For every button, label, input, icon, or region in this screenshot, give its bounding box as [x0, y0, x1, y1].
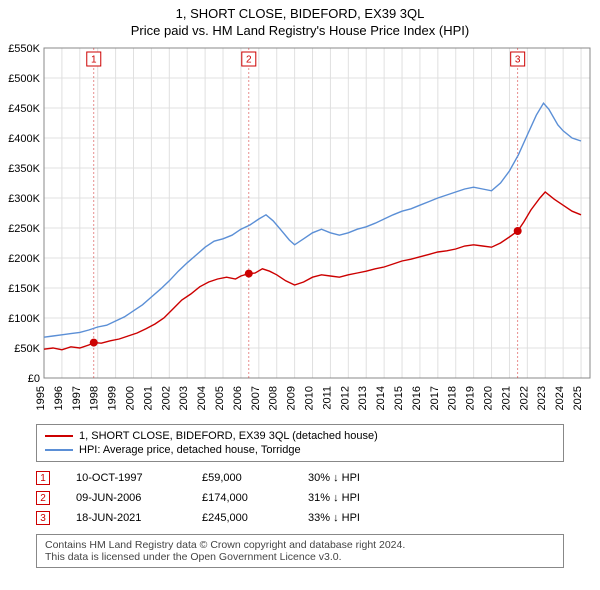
footnote-line2: This data is licensed under the Open Gov…: [45, 551, 555, 563]
svg-text:£150K: £150K: [8, 283, 40, 295]
svg-text:2020: 2020: [483, 386, 495, 410]
transaction-date: 18-JUN-2021: [76, 512, 176, 524]
chart-container: 1, SHORT CLOSE, BIDEFORD, EX39 3QL Price…: [0, 0, 600, 568]
svg-text:2007: 2007: [250, 386, 262, 410]
legend-swatch-hpi: [45, 449, 73, 451]
svg-text:£300K: £300K: [8, 193, 40, 205]
svg-text:£250K: £250K: [8, 223, 40, 235]
transaction-price: £245,000: [202, 512, 282, 524]
title-subtitle: Price paid vs. HM Land Registry's House …: [0, 23, 600, 38]
transaction-delta: 30% ↓ HPI: [308, 472, 408, 484]
svg-text:£100K: £100K: [8, 313, 40, 325]
svg-text:2010: 2010: [304, 386, 316, 410]
svg-text:2012: 2012: [339, 386, 351, 410]
transaction-marker-icon: 2: [36, 491, 50, 505]
title-address: 1, SHORT CLOSE, BIDEFORD, EX39 3QL: [0, 6, 600, 21]
svg-text:2013: 2013: [357, 386, 369, 410]
svg-text:1996: 1996: [53, 386, 65, 410]
transactions-table: 1 10-OCT-1997 £59,000 30% ↓ HPI 2 09-JUN…: [36, 468, 564, 528]
transaction-price: £174,000: [202, 492, 282, 504]
svg-text:2: 2: [246, 55, 252, 66]
svg-text:2000: 2000: [125, 386, 137, 410]
transaction-row: 3 18-JUN-2021 £245,000 33% ↓ HPI: [36, 508, 564, 528]
svg-text:£50K: £50K: [14, 343, 40, 355]
svg-text:2014: 2014: [375, 386, 387, 410]
transaction-delta: 31% ↓ HPI: [308, 492, 408, 504]
title-block: 1, SHORT CLOSE, BIDEFORD, EX39 3QL Price…: [0, 0, 600, 40]
legend-row-hpi: HPI: Average price, detached house, Torr…: [45, 443, 555, 457]
transaction-row: 2 09-JUN-2006 £174,000 31% ↓ HPI: [36, 488, 564, 508]
transaction-row: 1 10-OCT-1997 £59,000 30% ↓ HPI: [36, 468, 564, 488]
svg-text:2023: 2023: [536, 386, 548, 410]
svg-text:2016: 2016: [411, 386, 423, 410]
svg-text:2004: 2004: [196, 386, 208, 410]
svg-text:3: 3: [515, 55, 521, 66]
footnote-line1: Contains HM Land Registry data © Crown c…: [45, 539, 555, 551]
svg-text:2005: 2005: [214, 386, 226, 410]
legend-label-property: 1, SHORT CLOSE, BIDEFORD, EX39 3QL (deta…: [79, 430, 378, 442]
legend-label-hpi: HPI: Average price, detached house, Torr…: [79, 444, 301, 456]
transaction-marker-icon: 3: [36, 511, 50, 525]
svg-text:2015: 2015: [393, 386, 405, 410]
svg-text:2003: 2003: [178, 386, 190, 410]
svg-text:2008: 2008: [268, 386, 280, 410]
svg-text:£350K: £350K: [8, 163, 40, 175]
svg-text:2011: 2011: [321, 386, 333, 410]
transaction-marker-icon: 1: [36, 471, 50, 485]
svg-text:2017: 2017: [429, 386, 441, 410]
svg-text:2021: 2021: [500, 386, 512, 410]
chart-area: £0 £50K £100K £150K £200K £250K £300K £350K £400…: [0, 40, 600, 420]
svg-text:1: 1: [91, 55, 97, 66]
svg-text:£450K: £450K: [8, 103, 40, 115]
svg-text:£0: £0: [28, 373, 40, 385]
svg-text:1997: 1997: [71, 386, 83, 410]
svg-text:2009: 2009: [286, 386, 298, 410]
svg-text:1995: 1995: [35, 386, 47, 410]
svg-text:£500K: £500K: [8, 73, 40, 85]
svg-text:2025: 2025: [572, 386, 584, 410]
svg-text:2019: 2019: [465, 386, 477, 410]
svg-text:2006: 2006: [232, 386, 244, 410]
svg-text:2022: 2022: [518, 386, 530, 410]
svg-text:2024: 2024: [554, 386, 566, 410]
svg-text:1998: 1998: [89, 386, 101, 410]
svg-text:2001: 2001: [142, 386, 154, 410]
legend: 1, SHORT CLOSE, BIDEFORD, EX39 3QL (deta…: [36, 424, 564, 462]
footnote: Contains HM Land Registry data © Crown c…: [36, 534, 564, 568]
svg-text:£200K: £200K: [8, 253, 40, 265]
transaction-delta: 33% ↓ HPI: [308, 512, 408, 524]
transaction-price: £59,000: [202, 472, 282, 484]
transaction-date: 10-OCT-1997: [76, 472, 176, 484]
svg-text:1999: 1999: [107, 386, 119, 410]
chart-svg: £0 £50K £100K £150K £200K £250K £300K £350K £400…: [0, 40, 600, 420]
svg-text:2002: 2002: [160, 386, 172, 410]
svg-text:2018: 2018: [447, 386, 459, 410]
svg-text:£400K: £400K: [8, 133, 40, 145]
transaction-date: 09-JUN-2006: [76, 492, 176, 504]
svg-text:£550K: £550K: [8, 43, 40, 55]
legend-swatch-property: [45, 435, 73, 437]
legend-row-property: 1, SHORT CLOSE, BIDEFORD, EX39 3QL (deta…: [45, 429, 555, 443]
